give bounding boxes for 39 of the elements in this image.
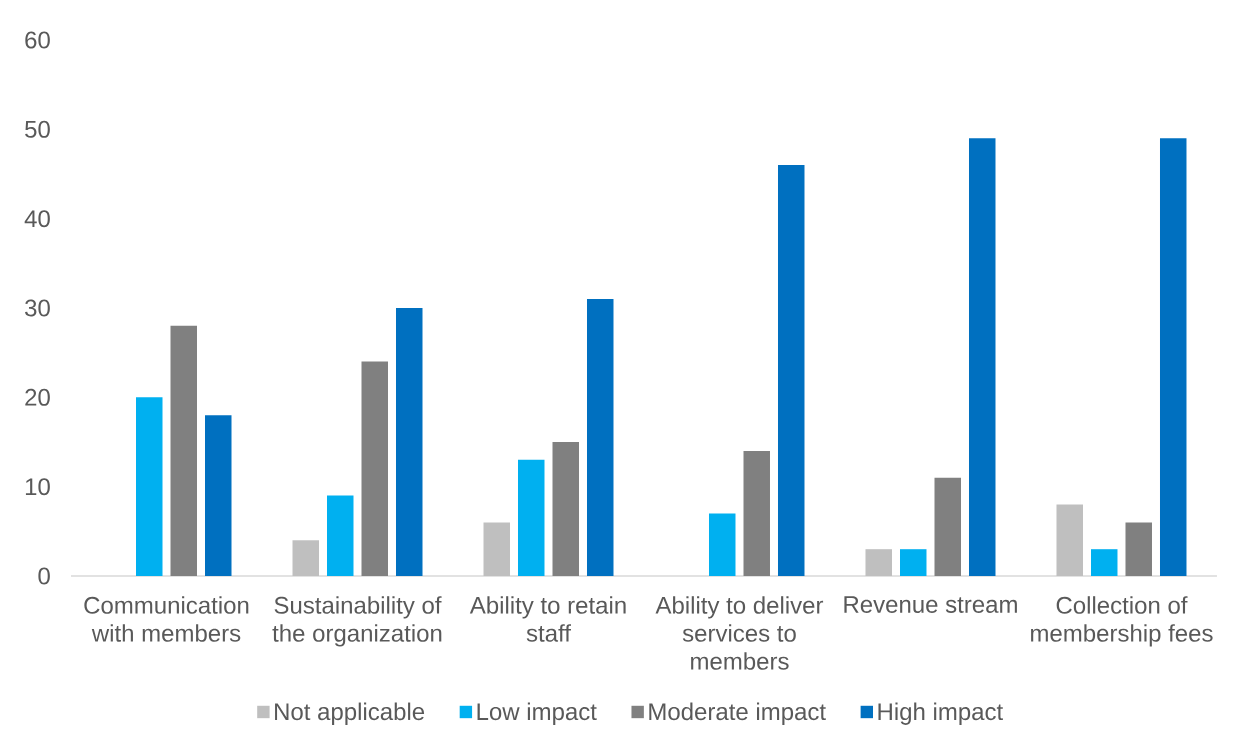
y-tick-label: 30	[25, 299, 50, 317]
bar	[743, 450, 770, 576]
y-tick-label: 60	[25, 31, 50, 49]
bar	[865, 549, 892, 576]
y-tick-label: 50	[25, 120, 50, 138]
y-tick-label: 20	[25, 388, 50, 406]
bar	[1159, 138, 1187, 576]
bar	[587, 299, 614, 576]
legend-label: Low impact	[477, 702, 597, 725]
bar	[483, 522, 510, 576]
bar	[552, 442, 579, 576]
x-tick-label: Communication with members	[84, 596, 249, 642]
x-tick-label: Sustainability of the organization	[272, 596, 442, 647]
x-tick-label: Ability to deliver services to members	[655, 596, 824, 670]
bar	[968, 138, 996, 576]
legend-label: High impact	[878, 702, 1004, 725]
legend-label: Moderate impact	[649, 702, 826, 725]
bar	[327, 495, 354, 576]
bar	[136, 397, 163, 576]
bar	[1090, 549, 1118, 576]
x-tick-label: Ability to retain staff	[469, 596, 626, 642]
y-tick-label: 10	[25, 478, 50, 496]
bar	[934, 477, 961, 576]
bar	[899, 549, 927, 576]
bar	[1125, 522, 1152, 576]
bar	[170, 325, 197, 576]
bar	[1056, 504, 1083, 576]
y-tick-label: 40	[24, 210, 50, 228]
legend-label: Not applicable	[275, 702, 425, 725]
x-tick-label: Collection of membership fees	[1031, 596, 1213, 647]
bar	[205, 415, 232, 576]
bar	[361, 361, 388, 576]
bar	[777, 165, 805, 576]
bar	[518, 459, 545, 576]
y-tick-label: 0	[38, 567, 50, 585]
x-tick-label: Revenue stream	[844, 596, 1017, 613]
bar	[708, 513, 736, 576]
bar	[292, 540, 319, 576]
bar	[396, 308, 423, 576]
